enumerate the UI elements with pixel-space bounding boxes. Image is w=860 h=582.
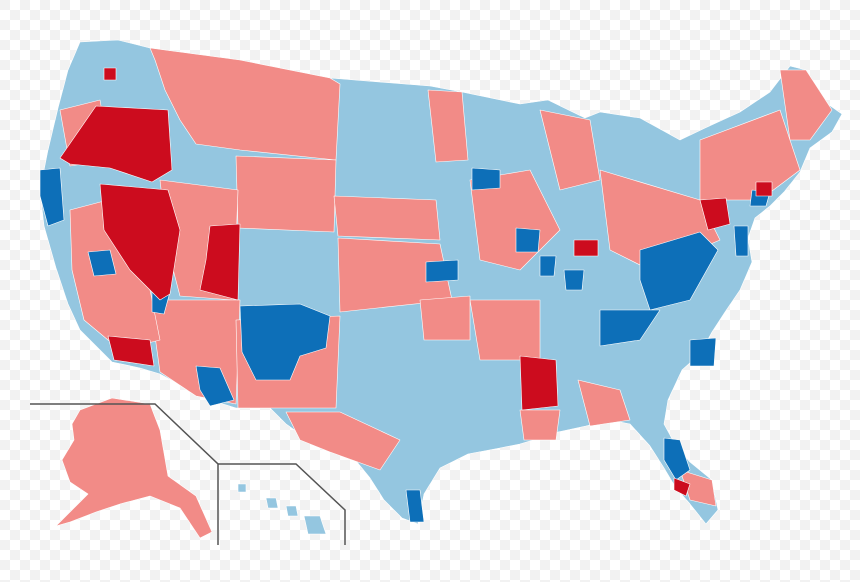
district-region	[539, 109, 601, 191]
hawaii-inset-border	[218, 463, 346, 545]
district-region	[99, 183, 181, 301]
hawaii	[237, 483, 327, 535]
district-region	[599, 309, 661, 347]
district-region	[519, 409, 561, 441]
district-region	[469, 299, 541, 361]
district-region	[699, 197, 731, 231]
district-region	[699, 109, 801, 201]
district-region	[755, 181, 773, 197]
district-region	[405, 489, 425, 523]
district-region	[639, 231, 719, 311]
district-region	[239, 303, 331, 381]
district-region	[663, 437, 691, 481]
district-region	[59, 105, 173, 183]
district-region	[199, 223, 241, 301]
district-region	[149, 47, 341, 161]
district-region	[779, 69, 833, 141]
district-region	[733, 225, 749, 257]
district-region	[673, 477, 691, 497]
district-region	[195, 365, 235, 407]
district-region	[39, 167, 65, 227]
district-region	[419, 295, 471, 341]
alaska-inset-border	[30, 403, 219, 545]
district-region	[577, 379, 631, 427]
district-region	[515, 227, 541, 253]
district-region	[427, 89, 469, 163]
district-region	[519, 355, 559, 411]
district-region	[235, 155, 337, 233]
district-region	[87, 249, 117, 277]
district-region	[285, 411, 401, 471]
district-region	[573, 239, 599, 257]
district-region	[471, 167, 501, 191]
district-region	[333, 195, 441, 241]
district-region	[103, 67, 117, 81]
district-region	[539, 255, 557, 277]
alaska	[55, 397, 213, 539]
district-region	[107, 335, 155, 367]
district-region	[689, 337, 717, 367]
district-region	[425, 259, 459, 283]
district-region	[563, 269, 585, 291]
